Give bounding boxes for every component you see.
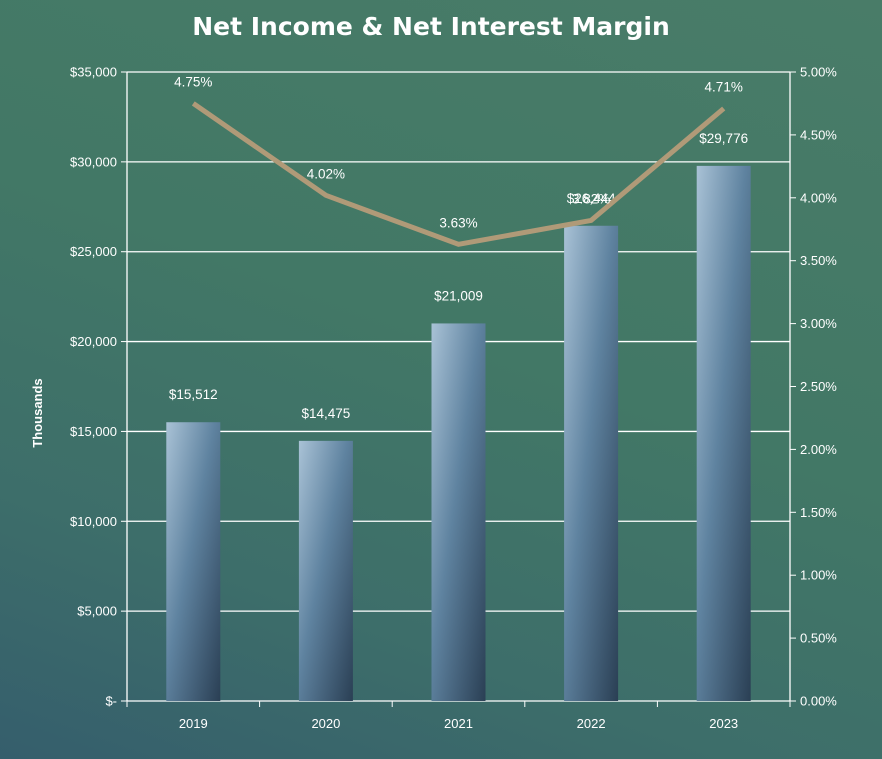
y-tick-label: $15,000: [70, 424, 117, 439]
y-axis-label: Thousands: [30, 378, 45, 447]
bar: [564, 225, 619, 701]
y-tick-label: $20,000: [70, 334, 117, 349]
y-tick-label: $10,000: [70, 514, 117, 529]
y2-tick-label: 0.50%: [800, 631, 837, 646]
y-tick-label: $-: [105, 694, 117, 709]
y-tick-label: $5,000: [77, 604, 117, 619]
nim-value-label: 4.75%: [174, 74, 212, 89]
bar-value-label: $15,512: [169, 387, 218, 402]
x-tick-label: 2022: [577, 716, 606, 731]
x-tick-label: 2023: [709, 716, 738, 731]
y2-tick-label: 0.00%: [800, 694, 837, 709]
bar: [696, 165, 751, 701]
nim-value-label: 4.71%: [705, 79, 743, 94]
y2-tick-label: 2.00%: [800, 442, 837, 457]
x-tick-label: 2019: [179, 716, 208, 731]
x-tick-label: 2020: [311, 716, 340, 731]
bar: [431, 323, 486, 701]
bar-value-label: $29,776: [699, 131, 748, 146]
y2-tick-label: 5.00%: [800, 65, 837, 80]
y2-tick-label: 4.50%: [800, 127, 837, 142]
y2-tick-label: 3.50%: [800, 253, 837, 268]
y2-tick-label: 2.50%: [800, 379, 837, 394]
y-tick-label: $25,000: [70, 244, 117, 259]
nim-value-label: 3.63%: [439, 215, 477, 230]
y-tick-label: $30,000: [70, 154, 117, 169]
x-tick-label: 2021: [444, 716, 473, 731]
y2-tick-label: 1.50%: [800, 505, 837, 520]
y2-tick-label: 3.00%: [800, 316, 837, 331]
y2-tick-label: 4.00%: [800, 190, 837, 205]
y-tick-label: $35,000: [70, 65, 117, 80]
nim-value-label: 4.02%: [307, 166, 345, 181]
bar: [166, 422, 221, 701]
bar: [298, 440, 353, 701]
nim-value-label: 3.82%: [572, 191, 610, 206]
bar-value-label: $26,444: [567, 191, 616, 206]
bar-value-label: $14,475: [301, 406, 350, 421]
bar-value-label: $21,009: [434, 288, 483, 303]
chart-title: Net Income & Net Interest Margin: [192, 12, 670, 41]
y2-tick-label: 1.00%: [800, 568, 837, 583]
